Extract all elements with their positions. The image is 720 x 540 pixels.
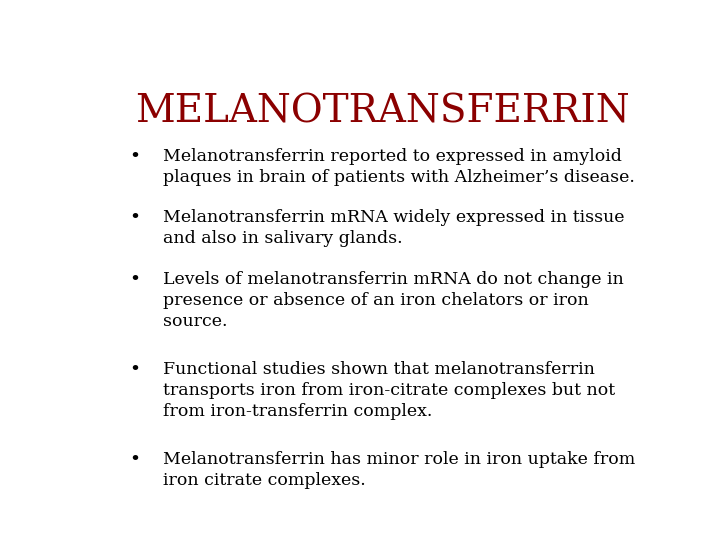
Text: Melanotransferrin reported to expressed in amyloid
plaques in brain of patients : Melanotransferrin reported to expressed …: [163, 148, 634, 186]
Text: Melanotransferrin has minor role in iron uptake from
iron citrate complexes.: Melanotransferrin has minor role in iron…: [163, 451, 635, 489]
Text: Melanotransferrin mRNA widely expressed in tissue
and also in salivary glands.: Melanotransferrin mRNA widely expressed …: [163, 210, 624, 247]
Text: •: •: [129, 451, 140, 469]
Text: Functional studies shown that melanotransferrin
transports iron from iron-citrat: Functional studies shown that melanotran…: [163, 361, 615, 420]
Text: •: •: [129, 361, 140, 379]
Text: •: •: [129, 271, 140, 289]
Text: •: •: [129, 210, 140, 227]
Text: MELANOTRANSFERRIN: MELANOTRANSFERRIN: [135, 94, 629, 131]
Text: •: •: [129, 148, 140, 166]
Text: Levels of melanotransferrin mRNA do not change in
presence or absence of an iron: Levels of melanotransferrin mRNA do not …: [163, 271, 624, 330]
